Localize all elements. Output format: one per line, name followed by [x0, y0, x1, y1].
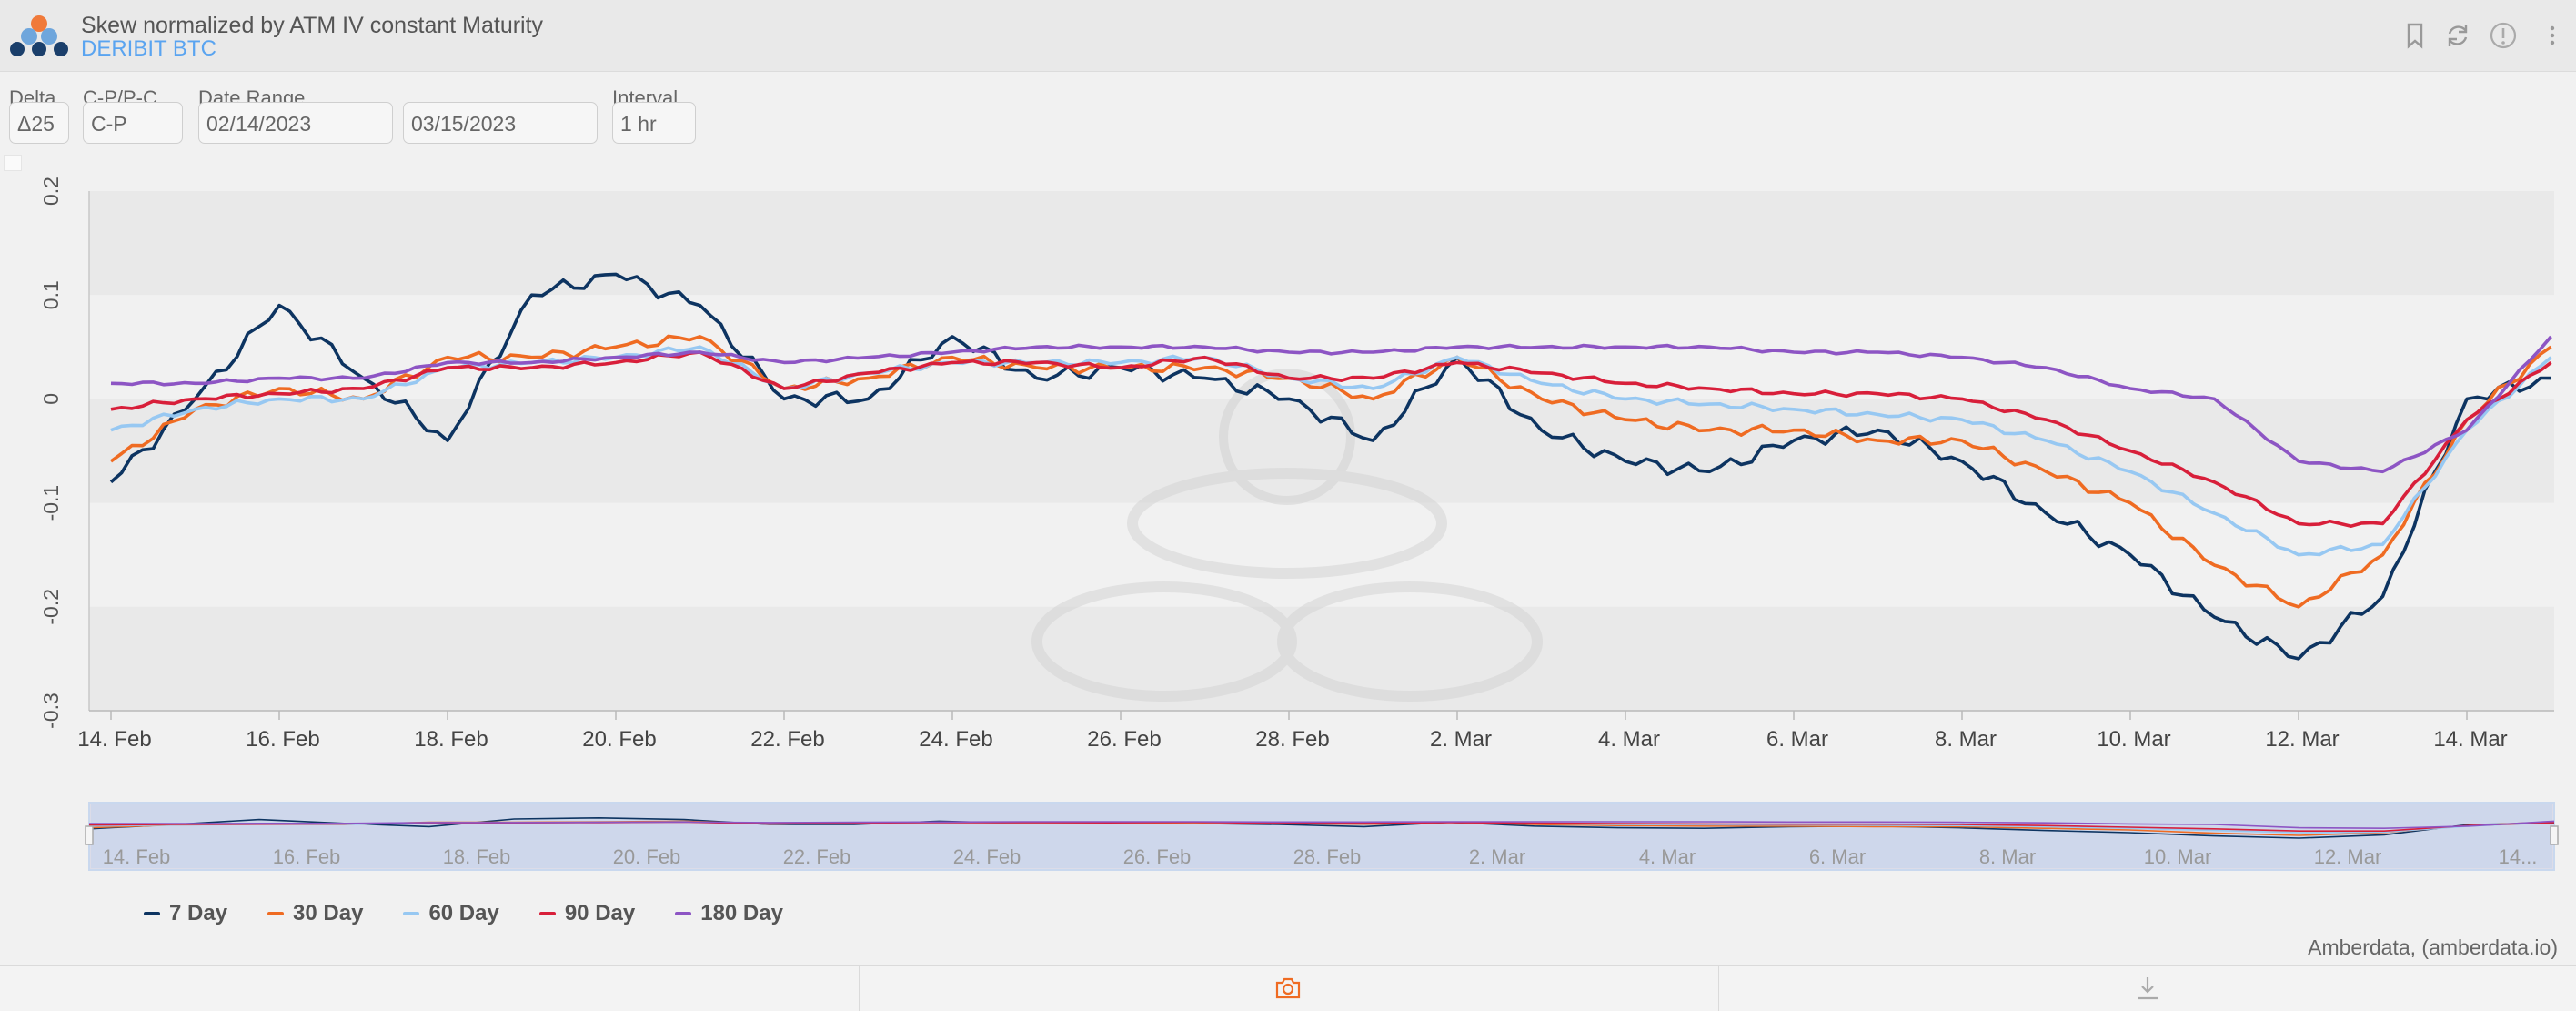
footer-divider: [1718, 966, 1719, 1011]
chart-footer: [0, 965, 2576, 1011]
navigator-selection: [91, 804, 2552, 868]
navigator-tick-label: 16. Feb: [273, 845, 341, 868]
legend-item-7-day[interactable]: 7 Day: [144, 901, 227, 926]
x-tick-label: 16. Feb: [246, 727, 319, 752]
legend-swatch-7-day: [144, 912, 160, 915]
legend-label-7-day: 7 Day: [169, 901, 228, 925]
x-tick-label: 6. Mar: [1766, 727, 1828, 752]
navigator-tick-label: 2. Mar: [1469, 845, 1525, 868]
x-tick-label: 20. Feb: [582, 727, 656, 752]
plot-band: [89, 606, 2554, 711]
plot-band: [89, 502, 2554, 607]
plot-band: [89, 191, 2554, 296]
footer-divider: [859, 966, 860, 1011]
y-tick-label: 0.2: [39, 177, 63, 206]
navigator-tick-label: 14. Feb: [103, 845, 171, 868]
x-tick-label: 14. Feb: [77, 727, 151, 752]
bookmark-icon[interactable]: [2400, 20, 2430, 51]
legend-label-180-day: 180 Day: [700, 901, 783, 925]
x-tick-label: 18. Feb: [414, 727, 488, 752]
x-tick-label: 10. Mar: [2097, 727, 2170, 752]
x-tick-label: 24. Feb: [919, 727, 992, 752]
x-tick-label: 12. Mar: [2265, 727, 2339, 752]
legend-item-30-day[interactable]: 30 Day: [267, 901, 363, 926]
navigator-tick-label: 22. Feb: [783, 845, 851, 868]
navigator-right-handle: [2550, 825, 2559, 845]
legend-label-60-day: 60 Day: [428, 901, 499, 925]
x-tick-label: 26. Feb: [1087, 727, 1161, 752]
legend-label-30-day: 30 Day: [293, 901, 364, 925]
chart-title: Skew normalized by ATM IV constant Matur…: [81, 13, 544, 38]
navigator-left-handle: [85, 825, 94, 845]
more-vertical-icon[interactable]: [2537, 20, 2568, 51]
navigator-series-7-day: [88, 816, 2555, 839]
navigator-tick-label: 18. Feb: [443, 845, 511, 868]
navigator-tick-label: 4. Mar: [1639, 845, 1696, 868]
delta-select[interactable]: Δ25: [9, 102, 69, 144]
chart-legend: 7 Day 30 Day 60 Day 90 Day 180 Day: [144, 901, 783, 926]
amberdata-watermark: [1031, 369, 1543, 702]
navigator-tick-label: 6. Mar: [1809, 845, 1866, 868]
x-tick-label: 28. Feb: [1255, 727, 1329, 752]
interval-select[interactable]: 1 hr: [612, 102, 696, 144]
navigator-tick-label: 28. Feb: [1293, 845, 1362, 868]
y-tick-label: -0.2: [39, 589, 63, 625]
chart-subtitle: DERIBIT BTC: [81, 36, 216, 61]
navigator-tick-label: 12. Mar: [2314, 845, 2382, 868]
series-line-180-day: [110, 335, 2552, 474]
legend-item-60-day[interactable]: 60 Day: [403, 901, 499, 926]
legend-label-90-day: 90 Day: [564, 901, 636, 925]
navigator-track: [88, 802, 2555, 871]
legend-swatch-60-day: [403, 912, 420, 915]
start-date-input[interactable]: 02/14/2023: [198, 102, 393, 144]
legend-swatch-30-day: [267, 912, 285, 915]
x-tick-label: 14. Mar: [2433, 727, 2507, 752]
navigator-tick-label: 10. Mar: [2144, 845, 2212, 868]
navigator-tick-label: 24. Feb: [953, 845, 1021, 868]
chart-header: Skew normalized by ATM IV constant Matur…: [0, 0, 2576, 72]
cp-select[interactable]: C-P: [83, 102, 183, 144]
refresh-icon[interactable]: [2442, 20, 2473, 51]
chart-credits[interactable]: Amberdata, (amberdata.io): [2308, 935, 2558, 959]
legend-swatch-90-day: [538, 912, 556, 915]
y-tick-label: -0.3: [39, 693, 63, 729]
legend-item-90-day[interactable]: 90 Day: [538, 901, 636, 926]
navigator-tick-label: 14...: [2499, 845, 2538, 868]
series-line-30-day: [109, 334, 2552, 609]
x-tick-label: 2. Mar: [1430, 727, 1492, 752]
legend-item-180-day[interactable]: 180 Day: [675, 901, 783, 926]
navigator-tick-label: 26. Feb: [1123, 845, 1192, 868]
navigator-tick-label: 20. Feb: [613, 845, 681, 868]
download-icon[interactable]: [2133, 975, 2162, 1002]
x-tick-label: 8. Mar: [1935, 727, 1997, 752]
series-line-90-day: [110, 350, 2552, 528]
camera-icon[interactable]: [1273, 975, 1303, 1002]
y-tick-label: 0.1: [39, 280, 63, 309]
navigator-tick-label: 8. Mar: [1979, 845, 2036, 868]
x-tick-label: 22. Feb: [750, 727, 824, 752]
y-tick-label: -0.1: [39, 485, 63, 521]
series-line-7-day: [109, 272, 2551, 661]
legend-swatch-180-day: [675, 912, 692, 915]
info-icon[interactable]: [2488, 20, 2519, 51]
amberdata-logo: [10, 15, 68, 56]
chart-toggle-box[interactable]: [4, 155, 22, 171]
x-tick-label: 4. Mar: [1598, 727, 1660, 752]
navigator-series-180-day: [89, 820, 2555, 830]
y-tick-label: 0: [39, 393, 63, 405]
end-date-input[interactable]: 03/15/2023: [403, 102, 598, 144]
